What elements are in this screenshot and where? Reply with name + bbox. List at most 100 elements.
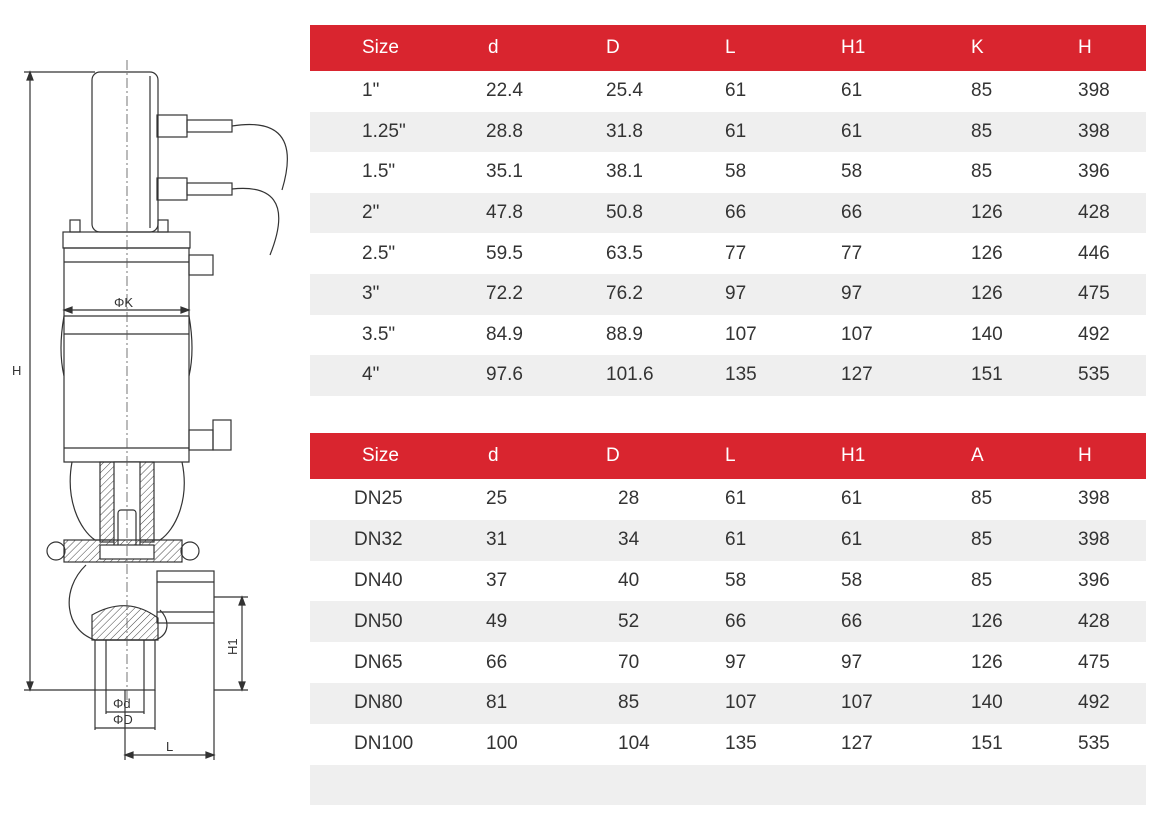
table-cell: 85	[941, 519, 1058, 561]
table-cell: 2.5"	[362, 242, 396, 264]
table-cell: 66	[707, 192, 821, 234]
table-cell: 66	[486, 651, 508, 673]
table-row: 3" 72.2 76.2 97 97 126 475	[310, 273, 1146, 315]
table-row: 4" 97.6 101.6 135 127 151 535	[310, 355, 1146, 396]
header-big-d: D	[594, 433, 707, 479]
table-cell: 63.5	[606, 242, 643, 264]
table-cell: 31	[474, 519, 594, 561]
table-cell: 66	[707, 601, 821, 643]
table-cell: 85	[971, 488, 993, 510]
table-cell: 126	[941, 192, 1058, 234]
table-cell: 77	[841, 242, 863, 264]
table-cell: 126	[941, 601, 1058, 643]
table-cell: DN40	[354, 569, 403, 591]
table-cell: 396	[1078, 161, 1110, 183]
table-cell: 475	[1058, 273, 1146, 315]
table-cell: 31.8	[594, 111, 707, 153]
table-cell: 428	[1058, 192, 1146, 234]
dim-label-big-d: ΦD	[113, 712, 133, 727]
table-cell: 3"	[310, 273, 474, 315]
table-row: DN25 25 28 61 61 85 398	[310, 479, 1146, 520]
table-cell: 97	[841, 651, 863, 673]
header-d: d	[474, 25, 594, 71]
table-cell: 1.25"	[310, 111, 474, 153]
dim-label-k: ΦK	[114, 295, 133, 310]
table-cell: 22.4	[486, 80, 523, 102]
table-cell: 107	[725, 323, 757, 345]
table-cell: 34	[594, 519, 707, 561]
valve-technical-drawing: H ΦK H1 Φd ΦD L	[12, 60, 288, 760]
header-h1: H1	[821, 433, 941, 479]
header-h: H	[1058, 25, 1146, 71]
table-cell: 535	[1078, 733, 1110, 755]
table-cell: 52	[594, 601, 707, 643]
table-cell: 61	[707, 111, 821, 153]
header-size: Size	[310, 433, 474, 479]
table-cell: 135	[707, 355, 821, 396]
table-cell: DN65	[354, 651, 403, 673]
table-cell: 140	[941, 682, 1058, 724]
table-cell: 85	[971, 80, 993, 102]
table-cell: 135	[725, 733, 757, 755]
table-cell: 3.5"	[362, 323, 396, 345]
table-cell: 50.8	[594, 192, 707, 234]
table-cell: 61	[841, 488, 863, 510]
header-l: L	[707, 433, 821, 479]
table-cell: 398	[1078, 488, 1110, 510]
table-cell: 70	[618, 651, 640, 673]
table-cell: 61	[821, 111, 941, 153]
table-cell: 84.9	[486, 323, 523, 345]
table-row: DN32 31 34 61 61 85 398	[310, 519, 1146, 561]
table-cell: 35.1	[486, 161, 523, 183]
table-cell: 475	[1078, 651, 1110, 673]
table-cell: 58	[725, 569, 747, 591]
dim-label-h1: H1	[225, 638, 240, 655]
table-cell: 49	[474, 601, 594, 643]
table-cell: 97	[821, 273, 941, 315]
table-row: DN40 37 40 58 58 85 396	[310, 561, 1146, 602]
dim-label-d: Φd	[113, 696, 131, 711]
table-row: 1" 22.4 25.4 61 61 85 398	[310, 71, 1146, 112]
table-cell: DN80	[310, 682, 474, 724]
header-a: A	[941, 433, 1058, 479]
table-cell: 1"	[362, 80, 380, 102]
table-cell: 107	[821, 682, 941, 724]
table-header-row: Size d D L H1 A H	[310, 433, 1146, 479]
header-h: H	[1058, 433, 1146, 479]
table-cell: 428	[1058, 601, 1146, 643]
table-cell: 140	[971, 323, 1003, 345]
table-cell: DN50	[310, 601, 474, 643]
table-cell: 85	[594, 682, 707, 724]
header-l: L	[707, 25, 821, 71]
table-cell: 28.8	[474, 111, 594, 153]
table-cell: 535	[1058, 355, 1146, 396]
table-cell: 446	[1078, 242, 1110, 264]
table-cell: 4"	[310, 355, 474, 396]
dim-label-h: H	[12, 363, 21, 378]
table-cell: 88.9	[606, 323, 643, 345]
table-footer-cell	[310, 764, 1146, 805]
table-cell: DN25	[354, 488, 403, 510]
table-cell: 25	[486, 488, 508, 510]
header-h1: H1	[821, 25, 941, 71]
table-row: 1.25" 28.8 31.8 61 61 85 398	[310, 111, 1146, 153]
table-cell: 2"	[310, 192, 474, 234]
table-cell: 127	[841, 733, 873, 755]
table-cell: 126	[971, 651, 1003, 673]
table-cell: 61	[707, 519, 821, 561]
table-cell: 151	[971, 733, 1003, 755]
table-cell: 58	[725, 161, 747, 183]
dimension-table-dn: Size d D L H1 A H DN25 25 28 61 61 85 398 DN32 3…	[310, 433, 1146, 805]
header-k: K	[941, 25, 1058, 71]
table-cell: 37	[486, 569, 508, 591]
table-cell: 398	[1058, 111, 1146, 153]
table-cell: 107	[841, 323, 873, 345]
table-row: DN100 100 104 135 127 151 535	[310, 724, 1146, 765]
table-cell: 72.2	[474, 273, 594, 315]
table-cell: 66	[821, 601, 941, 643]
table-cell: DN100	[354, 733, 414, 755]
table-cell: 25.4	[606, 80, 643, 102]
table-cell: 58	[841, 161, 863, 183]
dim-label-l: L	[166, 739, 173, 754]
table-cell: 61	[841, 80, 863, 102]
